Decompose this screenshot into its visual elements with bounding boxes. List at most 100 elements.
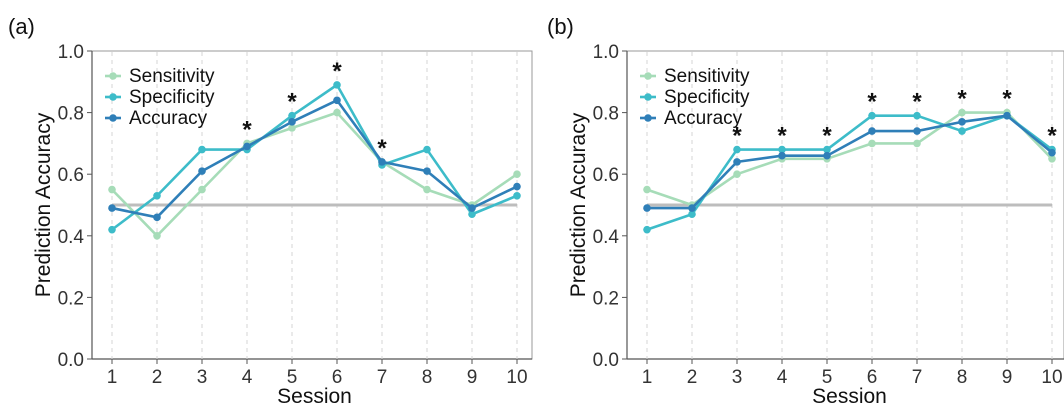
significance-marker: * <box>822 123 832 150</box>
x-tick-label: 10 <box>1041 367 1062 388</box>
data-point-sensitivity <box>198 185 206 194</box>
data-point-specificity <box>153 191 161 200</box>
data-point-sensitivity <box>643 185 651 194</box>
significance-marker: * <box>912 89 922 116</box>
data-point-specificity <box>288 111 296 120</box>
series-line-accuracy <box>647 114 1053 210</box>
data-point-sensitivity <box>423 185 431 194</box>
x-axis-title: Session <box>277 385 352 406</box>
data-point-specificity <box>733 145 741 154</box>
data-point-accuracy <box>913 127 921 135</box>
data-point-sensitivity <box>153 232 161 240</box>
y-tick-label: 0.6 <box>58 165 84 186</box>
data-point-sensitivity <box>108 185 116 194</box>
data-point-specificity <box>688 210 696 219</box>
significance-marker: * <box>732 123 742 150</box>
y-axis-title: Prediction Accuracy <box>32 112 55 297</box>
series-line-specificity <box>111 83 518 231</box>
data-point-accuracy <box>243 142 251 151</box>
data-point-specificity <box>778 145 786 154</box>
x-tick-label: 3 <box>732 367 743 388</box>
significance-marker: * <box>332 58 342 85</box>
y-tick-label: 0.8 <box>58 104 84 125</box>
y-tick-label: 1.0 <box>58 42 84 63</box>
legend-label: Specificity <box>129 87 215 108</box>
data-point-accuracy <box>108 204 116 212</box>
series-line-sensitivity <box>111 111 518 238</box>
significance-marker: * <box>377 135 387 162</box>
x-tick-label: 4 <box>777 367 788 388</box>
x-tick-label: 5 <box>822 367 833 388</box>
data-point-sensitivity <box>333 108 341 117</box>
significance-marker: * <box>287 89 297 116</box>
y-tick-label: 0.0 <box>593 350 619 371</box>
y-tick-label: 0.2 <box>58 288 84 309</box>
significance-marker: * <box>1047 123 1057 150</box>
chart-panel-2: 0.0 0.2 0.4 0.6 0.8 1.0 1 2 3 4 5 6 7 8 9 10 * * * * * * * * Sen… <box>547 14 1064 406</box>
x-tick-label: 8 <box>957 367 968 388</box>
x-tick-label: 6 <box>867 367 878 388</box>
data-point-specificity <box>468 210 476 219</box>
significance-marker: * <box>957 86 967 113</box>
y-tick-label: 0.8 <box>593 104 619 125</box>
data-point-accuracy <box>423 167 431 175</box>
series-line-specificity <box>646 114 1053 231</box>
data-point-accuracy <box>153 213 161 222</box>
y-tick-label: 0.2 <box>593 288 619 309</box>
legend-swatch-point <box>109 72 117 80</box>
data-point-sensitivity <box>868 139 876 148</box>
data-point-accuracy <box>198 167 206 175</box>
data-point-accuracy <box>513 182 521 191</box>
x-tick-label: 9 <box>1002 367 1013 388</box>
x-tick-label: 8 <box>422 367 433 388</box>
data-point-sensitivity <box>913 139 921 148</box>
legend-swatch-point <box>644 114 652 122</box>
chart-panel-1: 0.0 0.2 0.4 0.6 0.8 1.0 1 2 3 4 5 6 7 8 9 10 * * * * Sensiti… <box>8 14 533 406</box>
legend-label: Accuracy <box>129 108 208 129</box>
data-point-accuracy <box>868 127 876 135</box>
data-point-specificity <box>868 111 876 120</box>
y-tick-label: 0.4 <box>593 227 620 248</box>
data-point-accuracy <box>288 118 296 126</box>
x-tick-label: 2 <box>152 367 163 388</box>
legend-label: Accuracy <box>664 108 743 129</box>
x-tick-label: 1 <box>107 367 118 388</box>
data-point-specificity <box>643 225 651 234</box>
significance-marker: * <box>777 123 787 150</box>
data-point-accuracy <box>958 118 966 126</box>
x-tick-label: 7 <box>912 367 923 388</box>
x-axis-title: Session <box>812 385 887 406</box>
data-point-sensitivity <box>958 108 966 117</box>
data-point-specificity <box>513 191 521 200</box>
y-tick-label: 0.4 <box>58 227 85 248</box>
data-point-accuracy <box>823 151 831 160</box>
data-point-specificity <box>198 145 206 154</box>
y-tick-label: 1.0 <box>593 42 619 63</box>
data-point-sensitivity <box>513 170 521 178</box>
y-axis-title: Prediction Accuracy <box>567 112 590 297</box>
significance-marker: * <box>867 89 877 116</box>
data-point-specificity <box>423 145 431 154</box>
data-point-specificity <box>108 225 116 234</box>
data-point-accuracy <box>733 158 741 166</box>
panel-label: (a) <box>8 14 35 39</box>
y-tick-label: 0.0 <box>58 350 84 371</box>
x-tick-label: 5 <box>287 367 298 388</box>
x-tick-label: 10 <box>506 367 527 388</box>
data-point-sensitivity <box>288 124 296 132</box>
panel-label: (b) <box>547 14 574 39</box>
data-point-accuracy <box>378 158 386 166</box>
x-tick-label: 2 <box>687 367 698 388</box>
data-point-accuracy <box>1003 111 1011 120</box>
legend-swatch-point <box>109 93 117 101</box>
data-point-specificity <box>913 111 921 120</box>
data-point-specificity <box>958 127 966 135</box>
legend-swatch-point <box>644 72 652 80</box>
significance-marker: * <box>1002 86 1012 113</box>
legend-label: Sensitivity <box>129 66 215 87</box>
data-point-accuracy <box>468 204 476 212</box>
data-point-accuracy <box>643 204 651 212</box>
x-tick-label: 6 <box>332 367 343 388</box>
data-point-sensitivity <box>733 170 741 178</box>
